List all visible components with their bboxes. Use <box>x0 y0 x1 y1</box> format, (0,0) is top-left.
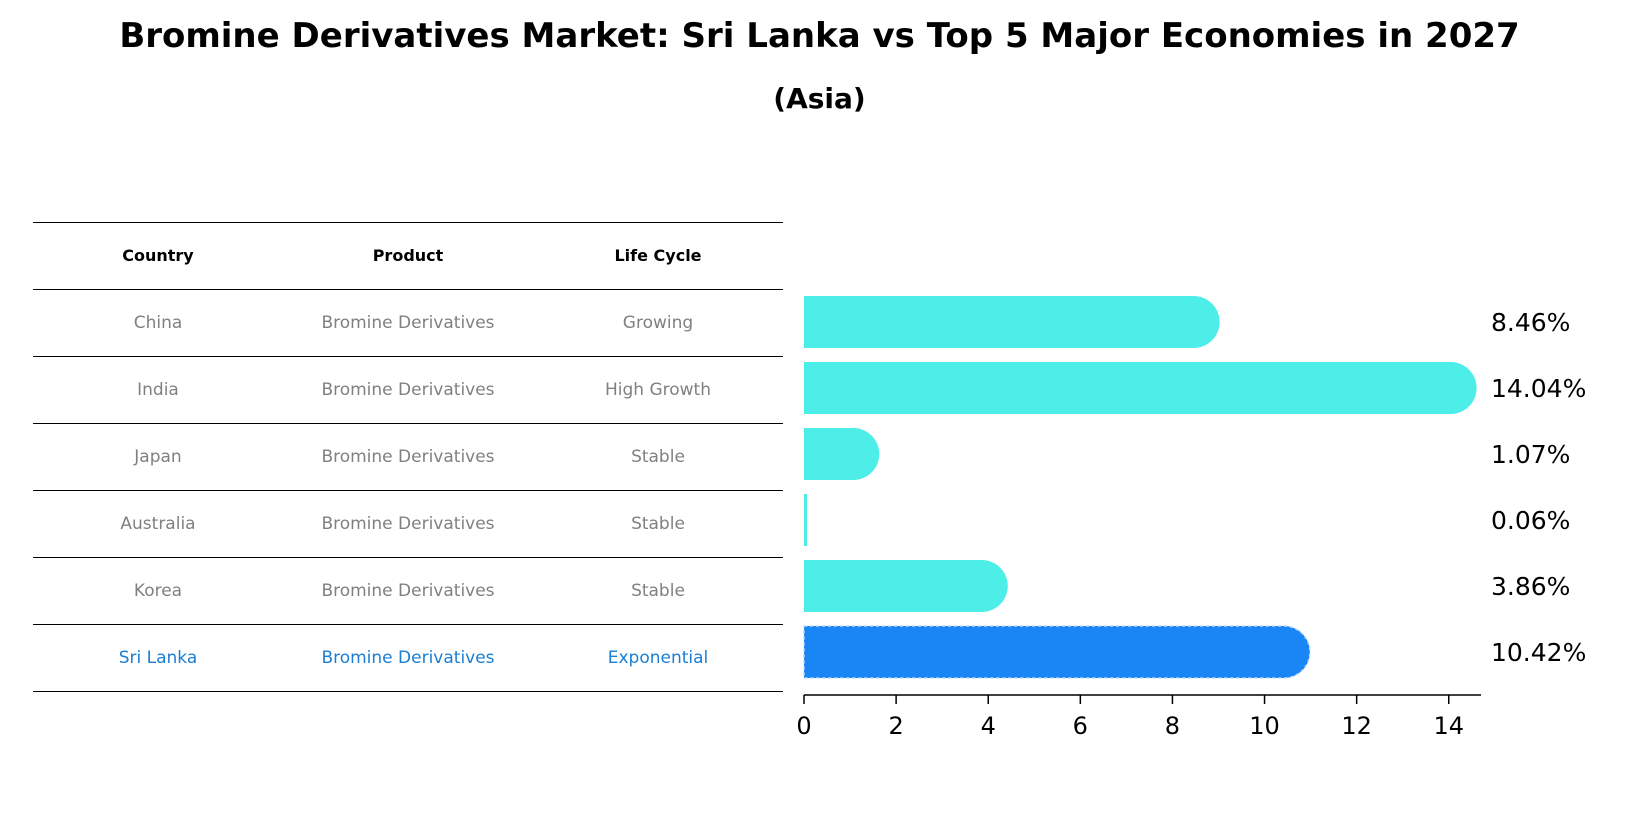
bar-japan <box>804 428 880 480</box>
chart-title: Bromine Derivatives Market: Sri Lanka vs… <box>119 16 1520 56</box>
bar-australia <box>804 494 807 546</box>
cell-product: Bromine Derivatives <box>321 447 495 467</box>
cell-product: Bromine Derivatives <box>321 380 495 400</box>
x-tick-label: 6 <box>1073 712 1088 740</box>
cell-life-cycle: Stable <box>631 447 685 467</box>
value-label: 1.07% <box>1491 440 1570 469</box>
cell-life-cycle: Stable <box>631 514 685 534</box>
table-row: India Bromine Derivatives High Growth <box>33 356 783 423</box>
bar-sri-lanka <box>803 625 1311 679</box>
cell-life-cycle: Growing <box>622 313 694 333</box>
bar-korea <box>804 560 1008 612</box>
x-tick-label: 2 <box>888 712 903 740</box>
cell-country: Japan <box>134 447 182 467</box>
cell-life-cycle: High Growth <box>604 380 711 400</box>
cell-country: Sri Lanka <box>118 648 198 668</box>
x-tick-label: 14 <box>1433 712 1464 740</box>
x-tick-label: 10 <box>1249 712 1280 740</box>
chart-subtitle: (Asia) <box>773 82 866 115</box>
value-label: 0.06% <box>1491 506 1570 535</box>
cell-country: India <box>137 380 179 400</box>
x-tick-label: 0 <box>796 712 811 740</box>
header-life-cycle: Life Cycle <box>614 246 702 265</box>
cell-country: Australia <box>120 514 196 534</box>
cell-country: Korea <box>133 581 183 601</box>
x-tick-label: 4 <box>981 712 996 740</box>
cell-country: China <box>133 313 183 333</box>
market-table: Country Product Life Cycle China Bromine… <box>33 222 783 692</box>
value-label: 14.04% <box>1491 374 1586 403</box>
bar-india <box>804 362 1477 414</box>
value-label: 3.86% <box>1491 572 1570 601</box>
value-label: 8.46% <box>1491 308 1570 337</box>
table-header-row: Country Product Life Cycle <box>33 222 783 289</box>
cell-life-cycle: Exponential <box>607 648 709 668</box>
table-row: Korea Bromine Derivatives Stable <box>33 557 783 624</box>
header-product: Product <box>372 246 444 265</box>
x-tick-label: 12 <box>1341 712 1372 740</box>
cell-product: Bromine Derivatives <box>321 313 495 333</box>
table-row: China Bromine Derivatives Growing <box>33 289 783 356</box>
bar-china <box>804 296 1220 348</box>
cell-product: Bromine Derivatives <box>321 581 495 601</box>
x-tick-label: 8 <box>1165 712 1180 740</box>
table-row-highlight: Sri Lanka Bromine Derivatives Exponentia… <box>33 624 783 692</box>
cell-life-cycle: Stable <box>631 581 685 601</box>
header-country: Country <box>122 246 194 265</box>
value-label: 10.42% <box>1491 638 1586 667</box>
table-row: Japan Bromine Derivatives Stable <box>33 423 783 490</box>
cell-product: Bromine Derivatives <box>321 514 495 534</box>
cell-product: Bromine Derivatives <box>321 648 495 668</box>
table-row: Australia Bromine Derivatives Stable <box>33 490 783 557</box>
